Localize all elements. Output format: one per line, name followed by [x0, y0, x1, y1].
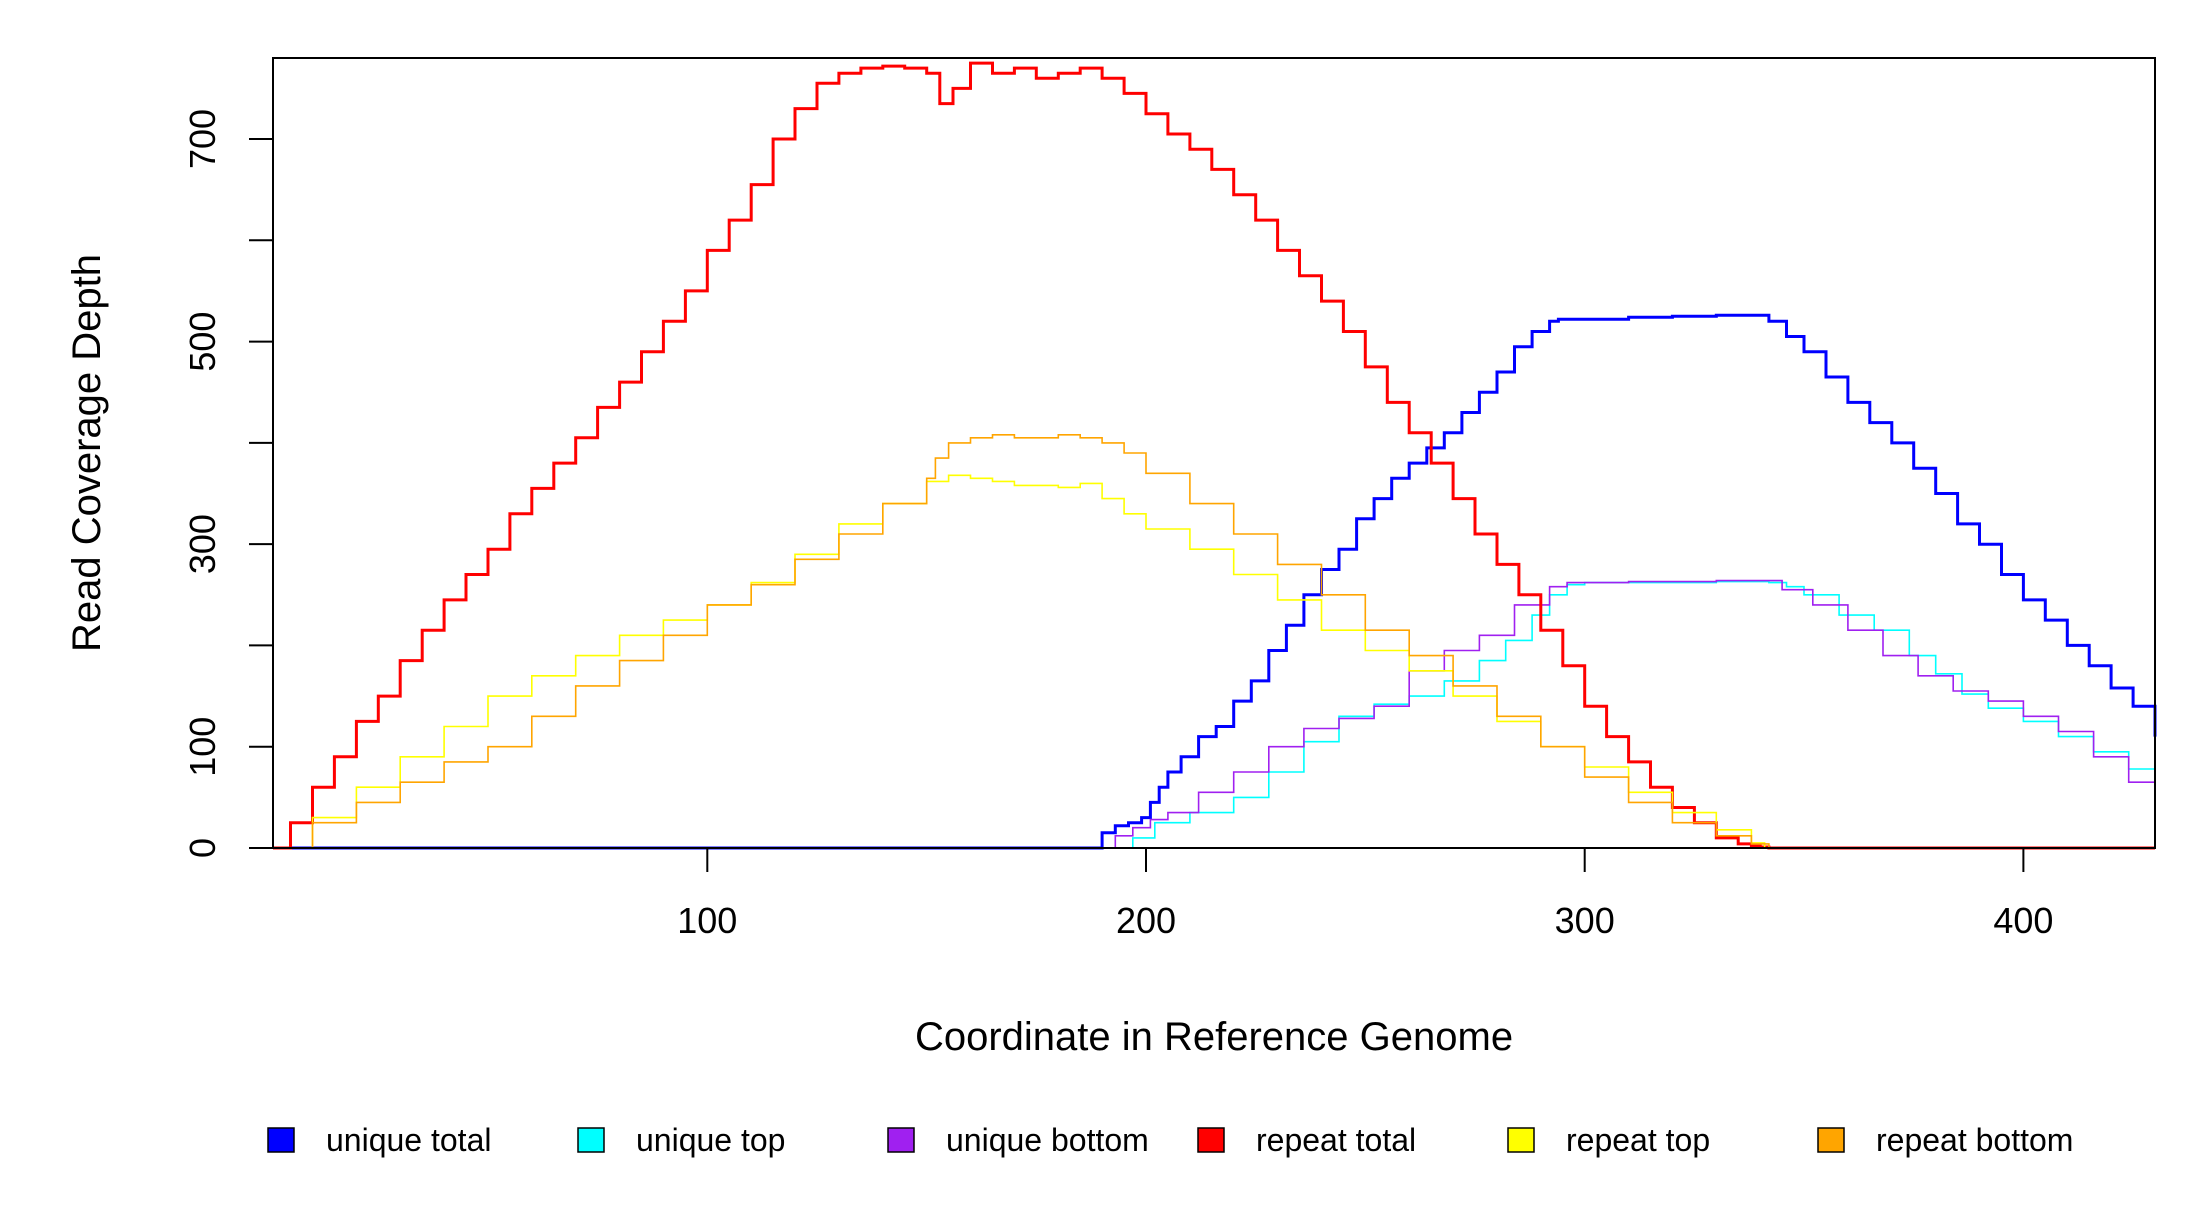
legend-swatch: [887, 1127, 915, 1153]
x-tick-label: 400: [1993, 900, 2053, 941]
y-tick-label: 500: [182, 312, 223, 372]
x-axis-title: Coordinate in Reference Genome: [915, 1015, 1513, 1059]
legend-label: repeat top: [1566, 1122, 1710, 1158]
legend-swatch: [1817, 1127, 1845, 1153]
y-tick-label: 100: [182, 717, 223, 777]
plot-frame: [272, 57, 2156, 849]
x-axis-ticks: 100 200 300 400: [677, 848, 2053, 941]
series-layer: [273, 61, 2157, 850]
legend: unique total unique top unique bottom repea…: [267, 1122, 2073, 1158]
legend-swatch: [1507, 1127, 1535, 1153]
x-tick-label: 100: [677, 900, 737, 941]
series-line-repeat-bottom: [273, 434, 2155, 849]
series-line-repeat-total: [273, 61, 2155, 850]
legend-swatch: [577, 1127, 605, 1153]
y-axis-ticks: 0 100 300 500 700: [182, 109, 273, 858]
y-tick-label: 0: [182, 838, 223, 858]
series-line-unique-bottom: [273, 579, 2156, 849]
legend-swatch: [1197, 1127, 1225, 1153]
y-tick-label: 700: [182, 109, 223, 169]
legend-label: unique total: [326, 1122, 491, 1158]
x-tick-label: 200: [1116, 900, 1176, 941]
legend-label: repeat bottom: [1876, 1122, 2073, 1158]
y-axis-title: Read Coverage Depth: [65, 254, 109, 652]
legend-label: unique top: [636, 1122, 785, 1158]
legend-label: repeat total: [1256, 1122, 1416, 1158]
y-tick-label: 300: [182, 514, 223, 574]
series-line-unique-total: [273, 313, 2157, 850]
x-tick-label: 300: [1555, 900, 1615, 941]
legend-swatch: [267, 1127, 295, 1153]
legend-label: unique bottom: [946, 1122, 1149, 1158]
series-line-unique-top: [273, 580, 2156, 849]
